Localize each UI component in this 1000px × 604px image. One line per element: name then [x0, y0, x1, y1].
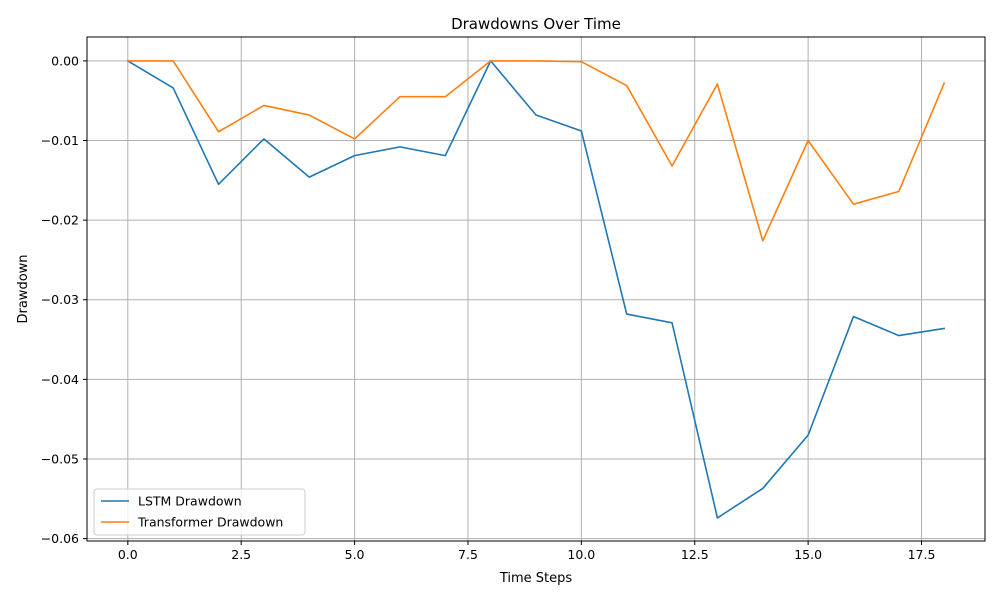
series-line-transformer [127, 60, 946, 242]
y-tick-label: −0.03 [41, 292, 79, 307]
y-tick-label: −0.04 [41, 372, 79, 387]
tick-layer: 0.0 2.5 5.0 7.5 10.0 12.5 15.0 17.5 0.00 −0.01 −0.… [41, 53, 936, 562]
legend-label: Transformer Drawdown [137, 515, 283, 530]
y-tick-label: −0.02 [41, 213, 79, 228]
legend: LSTM Drawdown Transformer Drawdown [93, 488, 306, 536]
plot-frame [86, 36, 986, 542]
x-tick-label: 17.5 [908, 547, 936, 562]
chart-title: Drawdowns Over Time [451, 15, 621, 33]
series-layer [126, 59, 946, 519]
x-tick-label: 2.5 [231, 547, 251, 562]
x-tick-label: 5.0 [345, 547, 365, 562]
x-tick-label: 0.0 [118, 547, 138, 562]
legend-label: LSTM Drawdown [138, 494, 242, 509]
grid-layer [87, 37, 985, 541]
x-tick-label: 12.5 [681, 547, 709, 562]
x-axis-title: Time Steps [499, 571, 573, 586]
y-tick-label: 0.00 [51, 53, 79, 68]
x-tick-label: 10.0 [567, 547, 595, 562]
y-axis-title: Drawdown [16, 254, 31, 323]
y-tick-label: −0.01 [41, 133, 79, 148]
x-tick-label: 15.0 [794, 547, 822, 562]
y-tick-label: −0.05 [41, 451, 79, 466]
legend-box [93, 488, 306, 536]
y-tick-label: −0.06 [41, 531, 79, 546]
x-tick-label: 7.5 [458, 547, 478, 562]
series-line-lstm [126, 59, 946, 519]
